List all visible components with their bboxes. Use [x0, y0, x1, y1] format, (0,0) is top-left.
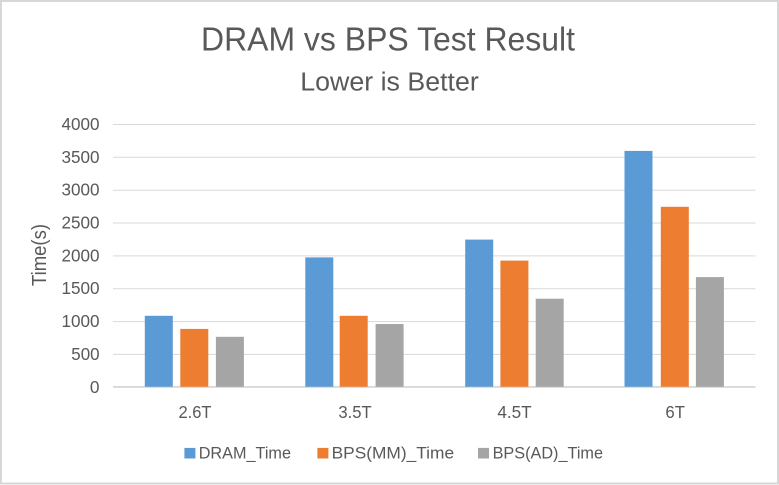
svg-text:1500: 1500: [62, 278, 100, 298]
svg-text:Lower is Better: Lower is Better: [300, 69, 479, 97]
svg-text:4000: 4000: [62, 114, 100, 134]
svg-text:DRAM vs BPS Test Result: DRAM vs BPS Test Result: [201, 22, 576, 59]
svg-text:3000: 3000: [62, 180, 100, 200]
svg-text:500: 500: [71, 344, 99, 364]
svg-text:0: 0: [90, 377, 100, 397]
svg-text:BPS(AD)_Time: BPS(AD)_Time: [493, 443, 603, 462]
svg-text:4.5T: 4.5T: [497, 402, 532, 422]
svg-text:DRAM_Time: DRAM_Time: [199, 443, 291, 462]
svg-text:2000: 2000: [62, 245, 100, 265]
svg-text:3500: 3500: [62, 147, 100, 167]
svg-text:BPS(MM)_Time: BPS(MM)_Time: [332, 443, 455, 462]
svg-text:6T: 6T: [665, 402, 685, 422]
svg-text:1000: 1000: [62, 311, 100, 331]
svg-text:2500: 2500: [62, 213, 100, 233]
svg-text:2.6T: 2.6T: [178, 402, 211, 422]
svg-text:Time(s): Time(s): [28, 224, 51, 286]
svg-text:3.5T: 3.5T: [338, 402, 372, 422]
